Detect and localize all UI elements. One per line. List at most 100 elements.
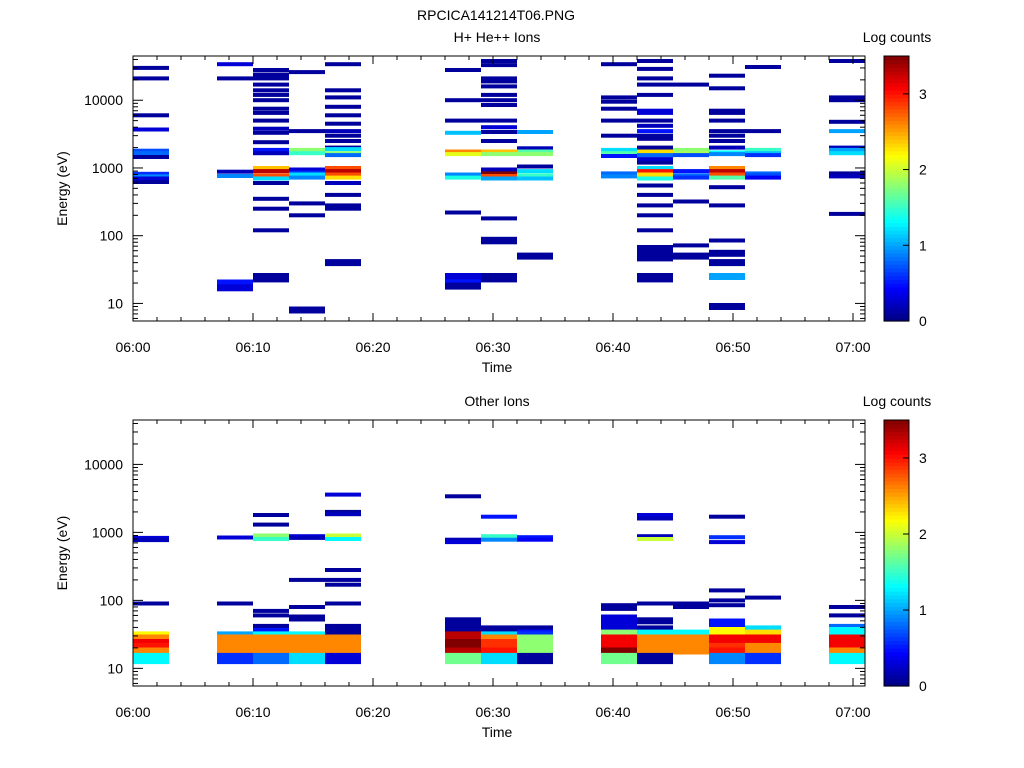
- data-cell: [601, 606, 637, 611]
- colorbar-swatch: [884, 135, 909, 140]
- data-cell: [745, 625, 781, 633]
- data-cell: [481, 652, 517, 660]
- colorbar-swatch: [884, 150, 909, 156]
- data-cell: [637, 82, 673, 87]
- colorbar-swatch: [884, 454, 909, 459]
- data-cell: [325, 582, 361, 587]
- data-cell: [133, 535, 169, 540]
- data-cell: [601, 639, 637, 646]
- data-cell: [745, 147, 781, 152]
- colorbar-swatch: [884, 674, 909, 679]
- colorbar-swatch: [884, 230, 909, 235]
- colorbar-swatch: [884, 629, 909, 634]
- data-cell: [325, 647, 361, 655]
- colorbar-swatch: [884, 591, 909, 596]
- data-cell: [481, 139, 517, 143]
- data-cell: [481, 647, 517, 655]
- colorbar-swatch: [884, 617, 909, 622]
- data-cell: [253, 173, 289, 178]
- data-cell: [253, 613, 289, 618]
- data-cell: [745, 129, 781, 134]
- colorbar-swatch: [884, 173, 909, 178]
- data-cell: [637, 617, 673, 625]
- data-cell: [325, 642, 361, 650]
- colorbar-swatch: [884, 545, 909, 550]
- colorbar-swatch: [884, 127, 909, 133]
- data-cell: [325, 601, 361, 606]
- colorbar-swatch: [884, 659, 909, 664]
- colorbar-swatch: [884, 78, 909, 84]
- data-cell: [673, 147, 709, 152]
- data-cell: [325, 139, 361, 143]
- data-cell: [217, 169, 253, 174]
- data-cell: [829, 642, 865, 650]
- data-cell: [601, 642, 637, 650]
- colorbar-swatch: [884, 67, 909, 72]
- colorbar-swatch: [884, 598, 909, 603]
- data-cell: [445, 625, 481, 633]
- colorbar-tick-label: 1: [919, 237, 927, 253]
- data-cell: [673, 605, 709, 609]
- data-cell: [637, 149, 673, 154]
- data-cell: [709, 238, 745, 243]
- colorbar-swatch: [884, 188, 909, 193]
- colorbar-swatch: [884, 279, 909, 284]
- data-cell: [253, 652, 289, 660]
- data-cell: [253, 118, 289, 123]
- colorbar-swatch: [884, 541, 909, 546]
- data-cell: [133, 127, 169, 132]
- colorbar-swatch: [884, 648, 909, 653]
- data-cell: [325, 537, 361, 541]
- data-cell: [709, 166, 745, 170]
- data-cell: [253, 623, 289, 631]
- data-cell: [133, 657, 169, 665]
- data-cell: [637, 642, 673, 650]
- colorbar-swatch: [884, 271, 909, 277]
- colorbar-swatch: [884, 162, 909, 167]
- data-cell: [253, 106, 289, 111]
- colorbar-swatch: [884, 606, 909, 611]
- data-cell: [325, 568, 361, 572]
- y-axis-label: Energy (eV): [54, 151, 70, 226]
- data-cell: [517, 252, 553, 260]
- colorbar-swatch: [884, 158, 909, 163]
- data-cell: [673, 647, 709, 655]
- colorbar-swatch: [884, 423, 909, 429]
- colorbar-swatch: [884, 317, 909, 322]
- colorbar-swatch: [884, 534, 909, 539]
- data-cell: [445, 647, 481, 655]
- data-cell: [829, 95, 865, 100]
- colorbar-swatch: [884, 670, 909, 676]
- data-cell: [637, 213, 673, 218]
- colorbar-swatch: [884, 143, 909, 148]
- data-cell: [289, 129, 325, 134]
- colorbar-frame: [883, 419, 910, 687]
- data-cell: [481, 84, 517, 89]
- colorbar: 0 1 2 3 Log counts: [863, 29, 932, 329]
- data-cells: [133, 59, 865, 314]
- colorbar-swatch: [884, 492, 909, 497]
- colorbar-swatch: [884, 93, 909, 99]
- colorbar-swatch: [884, 298, 909, 303]
- colorbar-swatch: [884, 587, 909, 592]
- colorbar-swatch: [884, 518, 909, 524]
- data-cell: [253, 533, 289, 538]
- data-cell: [325, 172, 361, 177]
- data-cell: [673, 639, 709, 646]
- data-cell: [445, 130, 481, 135]
- colorbar-swatch: [884, 286, 909, 292]
- data-cell: [253, 181, 289, 185]
- colorbar-swatch: [884, 74, 909, 80]
- colorbar-swatch: [884, 667, 909, 672]
- data-cell: [601, 603, 637, 608]
- data-cell: [673, 252, 709, 260]
- x-tick-label: 06:00: [115, 339, 150, 355]
- y-tick-label: 10: [107, 295, 123, 311]
- colorbar-swatch: [884, 572, 909, 577]
- data-cell: [673, 601, 709, 606]
- data-cell: [829, 59, 865, 63]
- colorbar-swatch: [884, 663, 909, 668]
- data-cell: [517, 152, 553, 157]
- colorbar-swatch: [884, 63, 909, 68]
- data-cell: [637, 176, 673, 181]
